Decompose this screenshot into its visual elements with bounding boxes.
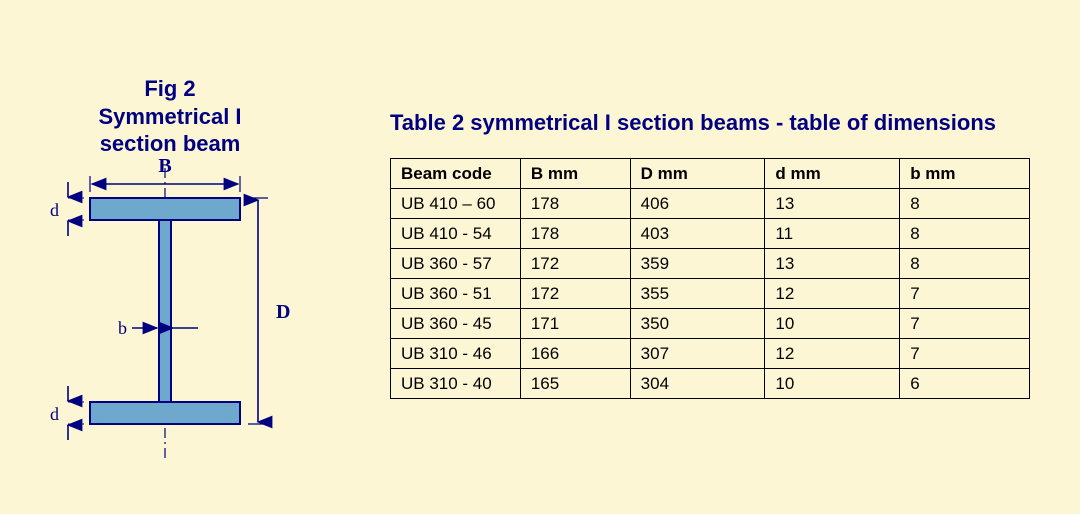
col-header: D mm bbox=[630, 159, 765, 189]
table-row: UB 360 - 45171350107 bbox=[391, 309, 1030, 339]
table-body: UB 410 – 60178406138UB 410 - 54178403118… bbox=[391, 189, 1030, 399]
table-cell: 7 bbox=[900, 279, 1030, 309]
table-row: UB 360 - 57172359138 bbox=[391, 249, 1030, 279]
table-cell: 355 bbox=[630, 279, 765, 309]
table-cell: UB 410 – 60 bbox=[391, 189, 521, 219]
table-title: Table 2 symmetrical I section beams - ta… bbox=[390, 110, 1050, 136]
table-cell: 11 bbox=[765, 219, 900, 249]
table-cell: 172 bbox=[520, 279, 630, 309]
table-row: UB 310 - 40165304106 bbox=[391, 369, 1030, 399]
table-cell: 10 bbox=[765, 369, 900, 399]
table-cell: 8 bbox=[900, 249, 1030, 279]
table-cell: 359 bbox=[630, 249, 765, 279]
table-cell: 8 bbox=[900, 219, 1030, 249]
table-cell: 403 bbox=[630, 219, 765, 249]
table-cell: 178 bbox=[520, 189, 630, 219]
table-cell: 10 bbox=[765, 309, 900, 339]
dim-label-D: D bbox=[276, 301, 290, 323]
table-cell: 13 bbox=[765, 189, 900, 219]
table-cell: 350 bbox=[630, 309, 765, 339]
table-cell: 171 bbox=[520, 309, 630, 339]
dim-label-d-top: d bbox=[50, 200, 59, 220]
figure-title: Fig 2 Symmetrical I section beam bbox=[0, 75, 340, 158]
table-header-row: Beam code B mm D mm d mm b mm bbox=[391, 159, 1030, 189]
table-cell: 12 bbox=[765, 279, 900, 309]
table-cell: 7 bbox=[900, 339, 1030, 369]
col-header: b mm bbox=[900, 159, 1030, 189]
table-row: UB 410 – 60178406138 bbox=[391, 189, 1030, 219]
table-cell: 307 bbox=[630, 339, 765, 369]
table-cell: 166 bbox=[520, 339, 630, 369]
top-flange bbox=[90, 198, 240, 220]
table-cell: 7 bbox=[900, 309, 1030, 339]
table-row: UB 360 - 51172355127 bbox=[391, 279, 1030, 309]
web bbox=[159, 220, 171, 402]
figure-diagram: B D d d bbox=[20, 158, 320, 478]
table-cell: 406 bbox=[630, 189, 765, 219]
table-row: UB 310 - 46166307127 bbox=[391, 339, 1030, 369]
figure-title-line: Fig 2 bbox=[0, 75, 340, 103]
figure-title-line: Symmetrical I bbox=[0, 103, 340, 131]
table-cell: 172 bbox=[520, 249, 630, 279]
table-column: Table 2 symmetrical I section beams - ta… bbox=[340, 0, 1080, 514]
table-cell: 178 bbox=[520, 219, 630, 249]
table-row: UB 410 - 54178403118 bbox=[391, 219, 1030, 249]
table-cell: UB 360 - 57 bbox=[391, 249, 521, 279]
page-root: Fig 2 Symmetrical I section beam bbox=[0, 0, 1080, 514]
dim-label-B: B bbox=[158, 158, 171, 177]
table-cell: UB 410 - 54 bbox=[391, 219, 521, 249]
dimensions-table: Beam code B mm D mm d mm b mm UB 410 – 6… bbox=[390, 158, 1030, 399]
table-cell: UB 310 - 46 bbox=[391, 339, 521, 369]
table-cell: 304 bbox=[630, 369, 765, 399]
table-cell: 13 bbox=[765, 249, 900, 279]
table-cell: UB 360 - 51 bbox=[391, 279, 521, 309]
table-cell: 6 bbox=[900, 369, 1030, 399]
table-cell: 8 bbox=[900, 189, 1030, 219]
table-cell: UB 310 - 40 bbox=[391, 369, 521, 399]
table-cell: UB 360 - 45 bbox=[391, 309, 521, 339]
table-cell: 12 bbox=[765, 339, 900, 369]
bottom-flange bbox=[90, 402, 240, 424]
figure-title-line: section beam bbox=[0, 130, 340, 158]
i-beam-svg: B D d d bbox=[20, 158, 320, 478]
figure-column: Fig 2 Symmetrical I section beam bbox=[0, 0, 340, 514]
dim-label-b: b bbox=[118, 318, 127, 338]
table-cell: 165 bbox=[520, 369, 630, 399]
col-header: Beam code bbox=[391, 159, 521, 189]
dim-label-d-bot: d bbox=[50, 404, 59, 424]
col-header: d mm bbox=[765, 159, 900, 189]
col-header: B mm bbox=[520, 159, 630, 189]
